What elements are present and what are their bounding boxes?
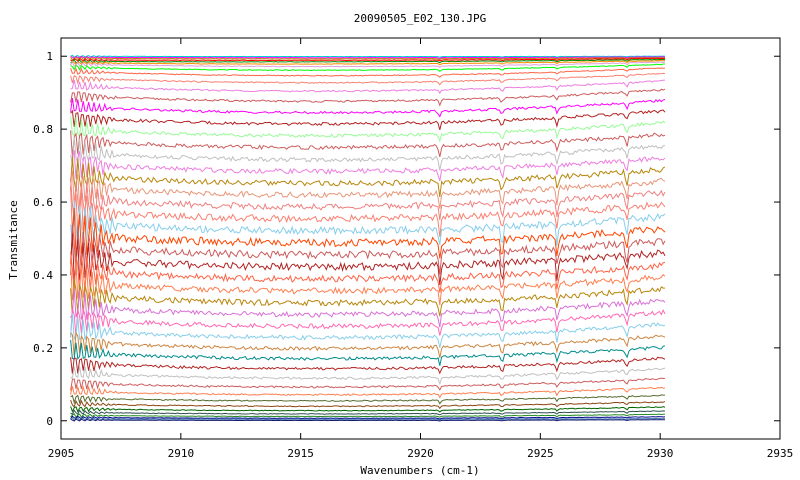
x-tick-label: 2915 [287,447,314,460]
series-line [70,409,665,416]
y-tick-label: 0 [46,415,53,428]
series-line [70,208,666,262]
series-line [70,223,666,276]
series-line [70,417,665,421]
series-line [70,156,666,198]
series-line [70,312,666,348]
series-line [70,233,666,285]
series-line [70,149,666,182]
series-line [70,406,666,413]
series-line [70,279,665,317]
series-line [70,72,665,86]
series-line [70,56,665,61]
axis-layer: 2905 2910 2915 2920 2925 2930 2935 0 0.2 0.4 0.6 0.… [33,38,793,460]
y-tick-label: 0.6 [33,196,53,209]
series-line [70,356,666,375]
x-tick-label: 2925 [527,447,554,460]
series-line [70,97,666,118]
series-line [70,308,666,338]
series-line [70,54,665,58]
x-tick-label: 2920 [407,447,434,460]
series-line [70,55,666,59]
y-tick-label: 0.2 [33,342,53,355]
series-line [70,415,666,420]
series-line [70,115,666,143]
series-line [70,67,665,78]
series-line [70,109,666,131]
series-line [70,331,666,358]
series-line [70,59,665,66]
series-line [70,79,665,95]
x-tick-label: 2905 [48,447,75,460]
series-line [70,339,666,366]
series-line [70,418,665,422]
x-axis-label: Wavenumbers (cm-1) [360,464,479,477]
series-line [70,60,666,68]
chart-title: 20090505_E02_130.JPG [354,12,486,25]
series-line [70,288,666,328]
series-line [70,252,666,295]
y-tick-label: 0.4 [33,269,53,282]
series-line [70,200,666,249]
series-line [70,257,666,306]
y-axis-label: Transmitance [7,200,20,279]
series-line [70,377,665,391]
series-line [70,170,666,209]
series-line [70,58,666,64]
series-line [70,130,666,158]
y-tick-label: 1 [46,50,53,63]
series-line [70,385,666,399]
series-line [70,399,666,410]
x-tick-label: 2930 [647,447,674,460]
series-line [70,177,666,221]
y-tick-label: 0.8 [33,123,53,136]
series-layer [70,54,666,422]
series-line [70,187,666,237]
series-line [70,63,665,73]
series-line [70,57,666,63]
series-line [70,366,666,386]
series-line [70,412,666,418]
series-line [70,136,666,171]
x-tick-label: 2935 [767,447,794,460]
series-line [70,394,665,405]
x-tick-label: 2910 [168,447,195,460]
series-line [70,88,666,107]
